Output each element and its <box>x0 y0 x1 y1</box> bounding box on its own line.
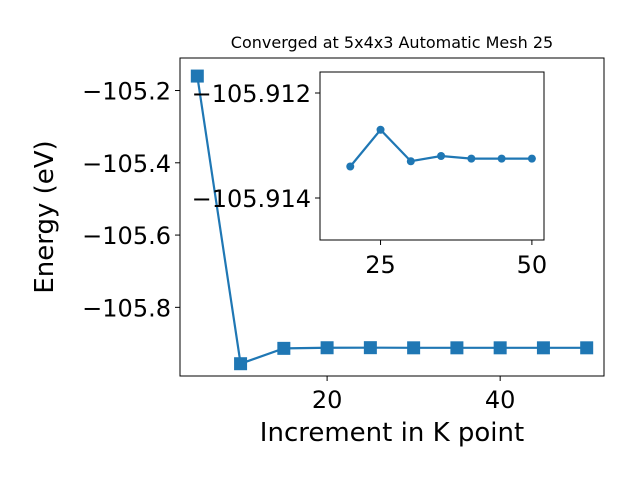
data-point <box>467 154 476 163</box>
x-tick-label: 20 <box>312 386 343 414</box>
x-tick-label: 25 <box>365 251 396 279</box>
main-series <box>190 69 594 371</box>
data-point <box>493 341 507 355</box>
chart-title: Converged at 5x4x3 Automatic Mesh 25 <box>231 33 553 52</box>
data-point <box>407 341 421 355</box>
main-x-ticks: 20 40 <box>312 376 516 414</box>
data-point <box>580 341 594 355</box>
data-point <box>376 125 385 134</box>
data-point <box>406 157 415 166</box>
y-tick-label: −105.4 <box>82 150 171 178</box>
inset-series-clip-group <box>346 125 536 171</box>
main-y-ticks: −105.2 −105.4 −105.6 −105.8 <box>82 78 180 322</box>
data-point <box>346 162 355 171</box>
y-tick-label: −105.2 <box>82 78 171 106</box>
inset-series <box>346 125 536 171</box>
data-point <box>234 357 248 371</box>
data-point <box>320 341 334 355</box>
data-point <box>190 69 204 83</box>
x-tick-label: 50 <box>517 251 548 279</box>
inset-plot-frame <box>319 71 545 241</box>
inset-background <box>320 72 544 240</box>
main-series-clip-group <box>190 69 594 371</box>
inset-x-ticks: 25 50 <box>365 240 547 279</box>
main-plot-frame <box>179 57 605 377</box>
data-point <box>536 341 550 355</box>
y-axis-label: Energy (eV) <box>30 140 60 293</box>
main-axes: 20 40 −105.2−105.4−105.6−105.8 Increment … <box>30 57 605 448</box>
y-tick-label: −105.6 <box>82 222 171 250</box>
data-point <box>450 341 464 355</box>
data-point <box>437 152 446 160</box>
y-tick-label: −105.8 <box>82 294 171 322</box>
inset-axes: 25 50 −105.914 −105.912 <box>192 71 547 279</box>
x-axis-label: Increment in K point <box>260 418 524 448</box>
y-tick-label: −105.914 <box>192 185 311 213</box>
data-point <box>527 154 536 163</box>
y-tick-label: −105.912 <box>192 80 311 108</box>
inset-y-ticks: −105.914 −105.912 <box>192 80 320 213</box>
data-point <box>363 341 377 355</box>
data-point <box>497 154 506 163</box>
series-line <box>196 75 587 366</box>
x-tick-label: 40 <box>485 386 516 414</box>
data-point <box>277 341 291 355</box>
